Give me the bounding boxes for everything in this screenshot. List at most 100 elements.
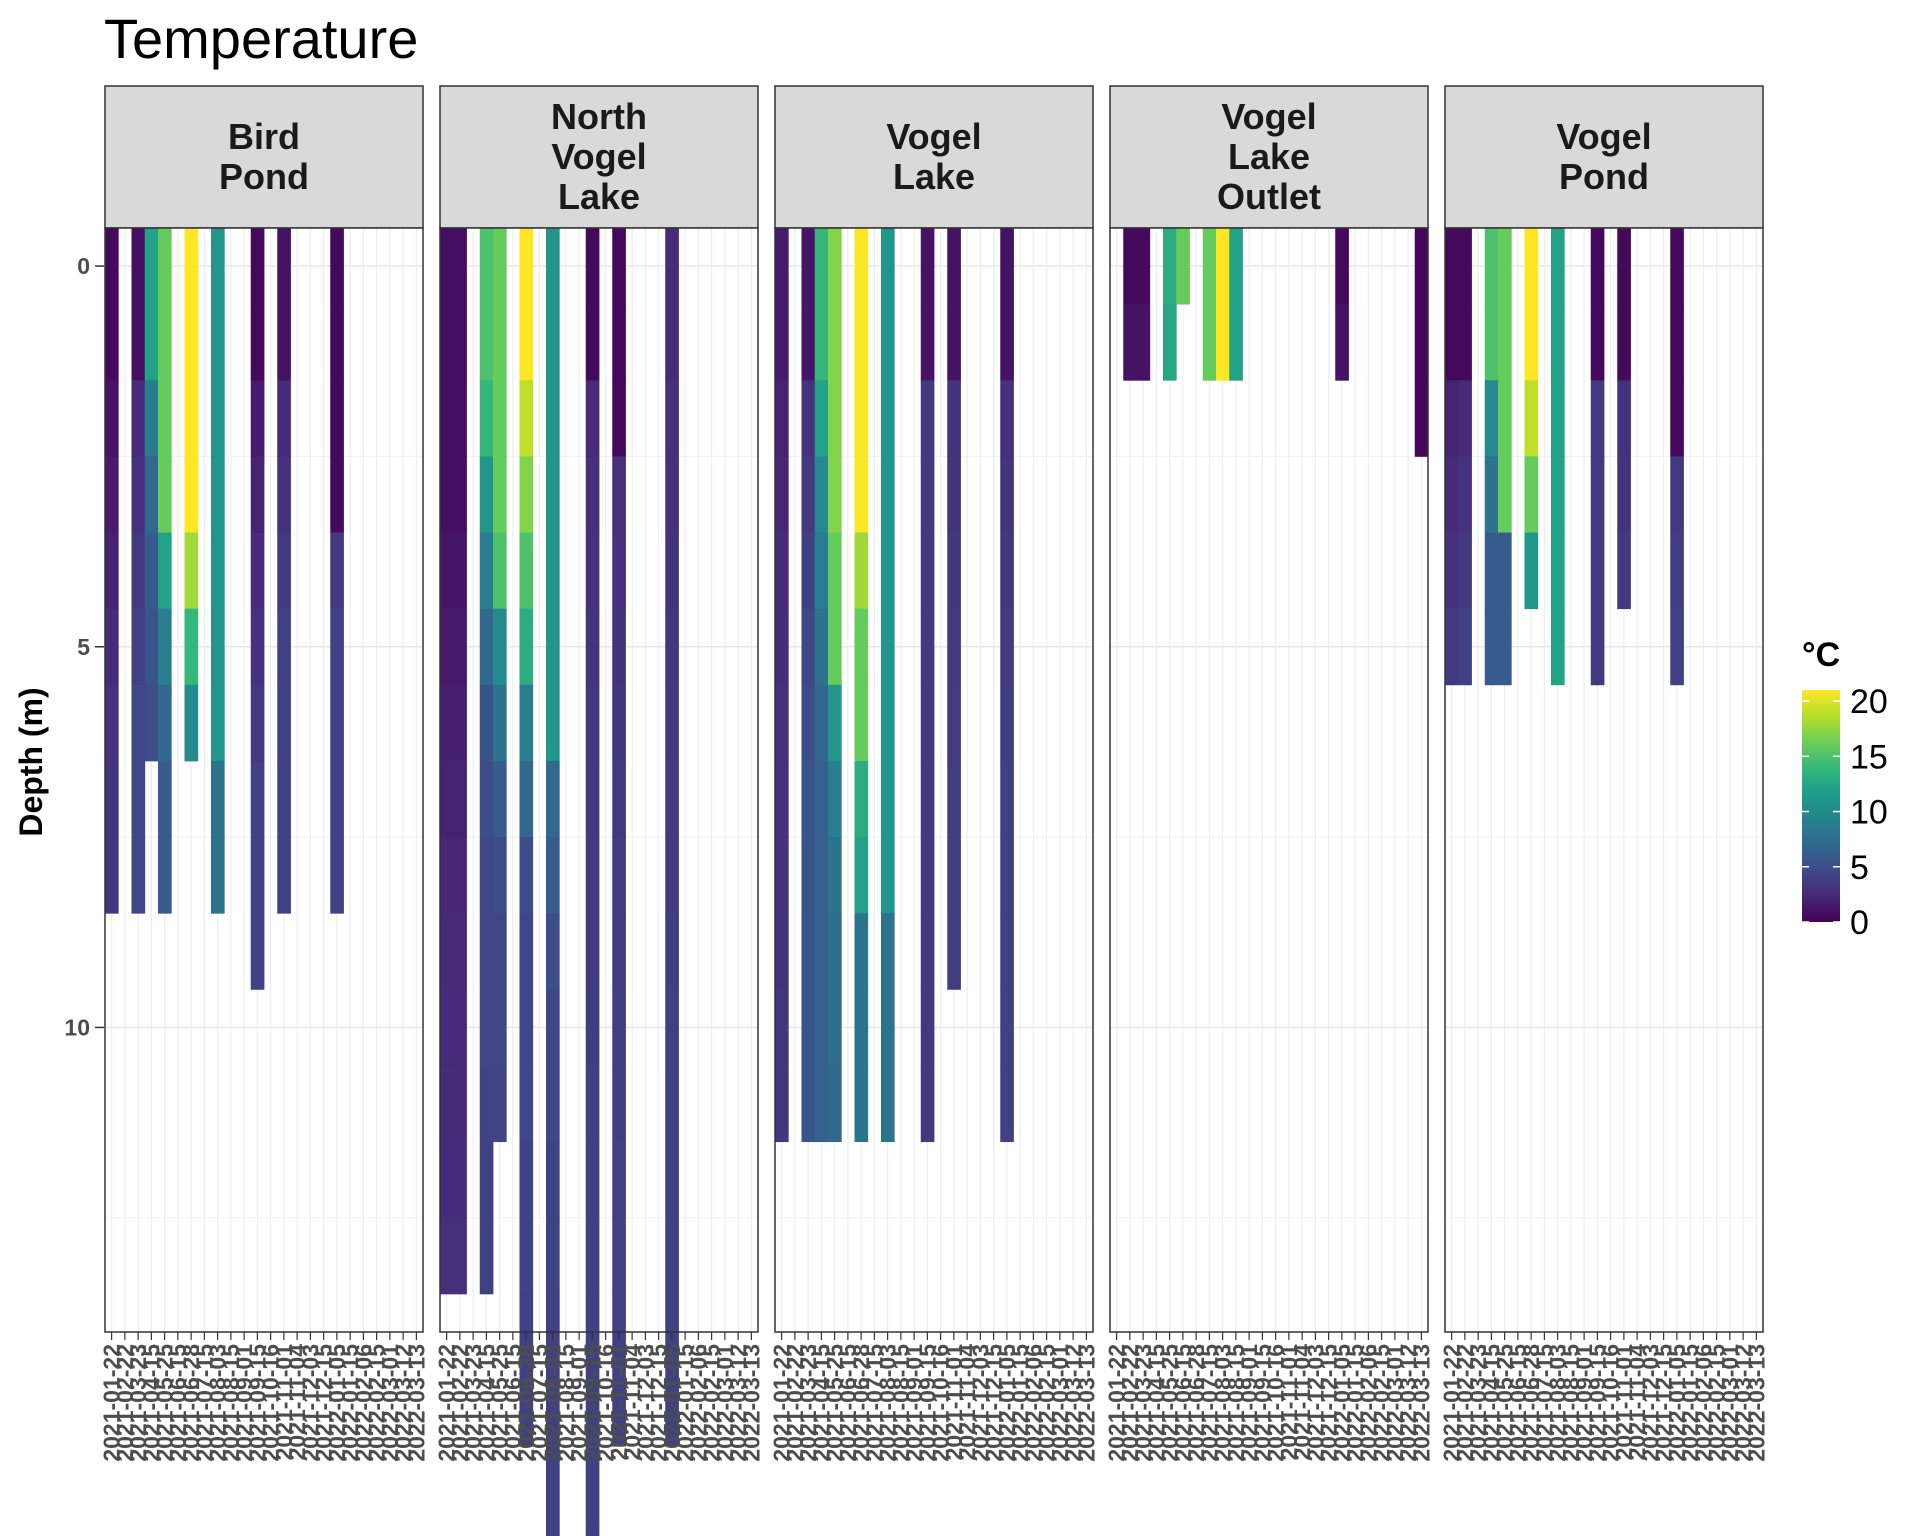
heat-tile (479, 837, 494, 914)
heat-tile (277, 456, 291, 533)
facet-panel: Vogel Pond2021-01-222021-02-222021-03-232… (1439, 85, 1769, 1462)
heat-tile (585, 228, 600, 305)
heat-tile (854, 989, 869, 1066)
heat-tile (612, 760, 626, 838)
heat-tile (250, 837, 265, 914)
heat-tile (250, 913, 265, 990)
x-tick-label: 2021-01-22 (769, 1344, 795, 1462)
heat-tile (1590, 608, 1605, 686)
heat-tile (546, 532, 560, 610)
heat-tile (479, 228, 494, 305)
heat-tile (519, 456, 534, 533)
heat-tile (814, 837, 829, 914)
heat-tile (814, 532, 829, 610)
heat-tile (131, 608, 146, 686)
heat-tile (801, 608, 816, 686)
heat-tile (1202, 228, 1217, 305)
heat-tile (211, 304, 225, 381)
heat-tile (131, 684, 146, 762)
heat-tile (1000, 532, 1014, 610)
heat-tile (211, 760, 225, 838)
legend-colorbar (1802, 690, 1840, 922)
facet-strip (1444, 85, 1764, 229)
heat-tile (775, 608, 789, 686)
heat-tile (775, 837, 789, 914)
x-tick-label: 2022-01-15 (1007, 1344, 1033, 1462)
heat-tile (546, 989, 560, 1066)
heat-tile (546, 760, 560, 838)
heat-tile (1498, 608, 1512, 686)
heat-tile (211, 532, 225, 610)
heat-tile (105, 456, 119, 533)
heat-tile (131, 837, 146, 914)
x-tick-label: 2022-01-15 (672, 1344, 698, 1462)
heat-tile (665, 989, 679, 1066)
heat-tile (1551, 228, 1565, 305)
heat-tile (1000, 1065, 1014, 1143)
heat-tile (1617, 380, 1631, 457)
heat-tile (453, 989, 467, 1066)
heat-tile (947, 837, 961, 914)
x-tick-label: 2021-03-23 (125, 1344, 151, 1462)
heat-tile (493, 532, 507, 610)
facet-strip-label: Bird Pond (219, 116, 309, 197)
heat-tile (1524, 228, 1539, 305)
heat-tile (828, 1065, 842, 1143)
facet-strip-label: Vogel Pond (1556, 116, 1651, 197)
heat-tile (184, 304, 199, 381)
heat-tile (775, 228, 789, 305)
heat-tile (585, 684, 600, 762)
heat-tile (920, 837, 935, 914)
heat-tile (479, 304, 494, 381)
x-tick-label: 2021-09-01 (1571, 1344, 1597, 1462)
heat-tile (665, 456, 679, 533)
heat-tile (250, 380, 265, 457)
heat-tile (493, 456, 507, 533)
heat-tile (920, 989, 935, 1066)
heat-tile (612, 608, 626, 686)
heat-tile (585, 1141, 600, 1219)
heat-tile (1229, 228, 1243, 305)
x-tick-label: 2021-03-23 (1465, 1344, 1491, 1462)
heat-tile (1414, 304, 1429, 381)
x-tick-label: 2022-02-15 (1704, 1344, 1730, 1462)
heat-tile (546, 1522, 560, 1536)
heat-tile (1000, 456, 1014, 533)
panel-border (1109, 227, 1429, 1333)
heat-tile (519, 684, 534, 762)
heat-tile (814, 456, 829, 533)
x-tick-label: 2021-08-03 (205, 1344, 231, 1462)
heat-tile (814, 1065, 829, 1143)
x-tick-label: 2022-03-01 (377, 1344, 403, 1462)
heat-tile (828, 837, 842, 914)
heat-tile (665, 837, 679, 914)
heat-tile (519, 380, 534, 457)
heat-tile (105, 684, 119, 762)
x-tick-label: 2022-01-05 (324, 1344, 350, 1462)
heat-tile (440, 380, 454, 457)
heat-tile (801, 456, 816, 533)
heat-tile (1000, 684, 1014, 762)
legend-tick-label: 5 (1850, 849, 1869, 887)
heat-tile (1000, 989, 1014, 1066)
legend-title: °C (1802, 636, 1840, 674)
x-tick-label: 2022-03-12 (390, 1344, 416, 1462)
heat-tile (211, 380, 225, 457)
heat-tile (519, 532, 534, 610)
heat-tile (277, 684, 291, 762)
heat-tile (665, 1370, 679, 1447)
heat-tile (277, 760, 291, 838)
heat-tile (665, 760, 679, 838)
heat-tile (1617, 304, 1631, 381)
heat-tile (440, 532, 454, 610)
heat-tile (131, 760, 146, 838)
heat-tile (828, 228, 842, 305)
heat-tile (1000, 837, 1014, 914)
heat-tile (546, 913, 560, 990)
heat-tile (881, 456, 895, 533)
heat-tile (1445, 304, 1459, 381)
heat-tile (453, 837, 467, 914)
heat-tile (440, 837, 454, 914)
legend-tick-label: 15 (1850, 738, 1888, 776)
legend-tick-label: 10 (1850, 794, 1888, 832)
